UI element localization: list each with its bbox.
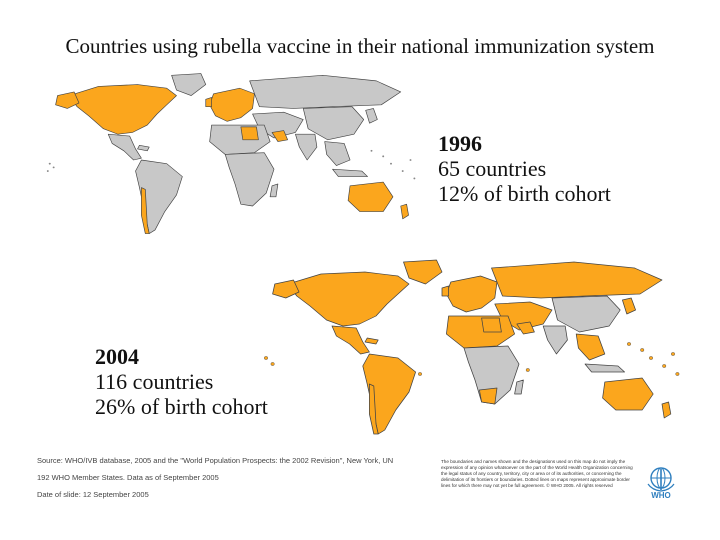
map-disclaimer: The boundaries and names shown and the d… [441, 459, 633, 488]
region-south-america [362, 353, 416, 435]
island-dots [46, 149, 416, 180]
region-uk [205, 97, 212, 107]
region-gulf [271, 130, 288, 142]
region-central-america [331, 325, 370, 355]
region-greenland [403, 259, 443, 285]
footer: Source: WHO/IVB database, 2005 and the "… [37, 456, 437, 507]
region-caribbean [137, 144, 150, 152]
region-caribbean [364, 337, 379, 345]
region-chile [141, 187, 150, 234]
region-australia [347, 181, 394, 212]
world-map-2004 [255, 254, 695, 454]
region-japan [622, 297, 636, 315]
region-chile [369, 383, 379, 435]
region-north-africa [446, 315, 515, 349]
birth-cohort-1996: 12% of birth cohort [438, 181, 611, 206]
region-new-zealand [661, 401, 672, 419]
region-gulf [516, 321, 535, 335]
region-russia [491, 261, 663, 299]
region-central-america [107, 133, 142, 161]
source-note: Source: WHO/IVB database, 2005 and the "… [37, 456, 394, 465]
world-map-1996 [40, 68, 430, 252]
region-new-zealand [400, 203, 409, 220]
region-africa [224, 152, 275, 207]
region-china [551, 295, 621, 333]
region-russia [249, 75, 402, 109]
region-alaska [55, 91, 80, 109]
region-madagascar [514, 379, 524, 395]
region-japan [365, 108, 378, 124]
region-indonesia [332, 168, 368, 177]
who-emblem-icon [642, 466, 680, 510]
region-greenland [171, 73, 207, 96]
region-india [295, 133, 318, 161]
region-se-asia [324, 141, 351, 166]
region-europe [446, 275, 498, 313]
region-se-asia [575, 333, 606, 361]
country-count-2004: 116 countries [95, 369, 214, 394]
stats-1996: 1996 65 countries 12% of birth cohort [438, 131, 611, 206]
region-libya-egypt [481, 317, 502, 333]
stats-2004: 2004 116 countries 26% of birth cohort [95, 344, 268, 419]
region-uk [441, 285, 449, 297]
country-count-1996: 65 countries [438, 156, 547, 181]
region-india [542, 325, 568, 355]
island-dots [264, 342, 680, 376]
year-label-2004: 2004 [95, 344, 139, 369]
region-china [302, 106, 365, 141]
region-alaska [272, 279, 300, 299]
who-logo-text: WHO [651, 491, 671, 500]
slide-title: Countries using rubella vaccine in their… [65, 34, 655, 58]
region-north-america [287, 271, 410, 327]
region-indonesia [584, 363, 625, 373]
region-europe [209, 87, 255, 122]
year-label-1996: 1996 [438, 131, 482, 156]
birth-cohort-2004: 26% of birth cohort [95, 394, 268, 419]
region-north-africa [209, 124, 271, 155]
slide-date: Date of slide: 12 September 2005 [37, 490, 149, 499]
region-south-america [135, 159, 183, 234]
region-north-america [68, 84, 177, 135]
region-libya-egypt [240, 126, 259, 141]
region-south-africa [479, 387, 498, 405]
region-australia [602, 377, 654, 411]
region-madagascar [269, 183, 279, 198]
member-states-note: 192 WHO Member States. Data as of Septem… [37, 473, 219, 482]
